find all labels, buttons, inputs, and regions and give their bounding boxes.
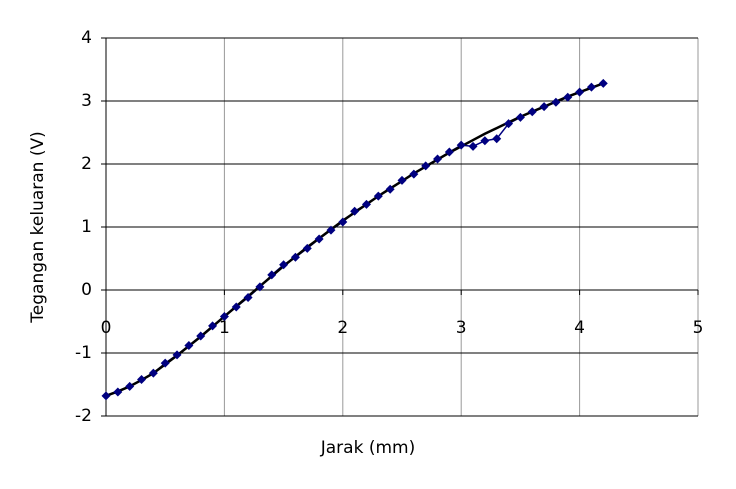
data-point — [160, 358, 170, 368]
data-point — [504, 119, 514, 129]
x-tick-label: 3 — [456, 318, 467, 338]
y-tick-label: 0 — [81, 280, 92, 300]
data-point — [456, 140, 466, 150]
data-point — [208, 321, 218, 331]
data-point — [302, 243, 312, 253]
data-point — [314, 234, 324, 244]
data-point — [338, 217, 348, 227]
data-point — [468, 141, 478, 151]
data-point — [492, 134, 502, 144]
data-point — [350, 206, 360, 216]
y-tick-label: -1 — [75, 343, 92, 363]
y-tick-label: 2 — [81, 154, 92, 174]
data-point — [172, 350, 182, 360]
data-point — [551, 97, 561, 107]
x-tick-label: 1 — [219, 318, 230, 338]
data-point — [326, 225, 336, 235]
data-point — [421, 161, 431, 171]
data-point — [598, 78, 608, 88]
data-point — [433, 154, 443, 164]
data-point — [101, 391, 111, 401]
data-point — [586, 82, 596, 92]
y-axis-title: Tegangan keluaran (V) — [28, 131, 48, 323]
data-point — [385, 184, 395, 194]
data-point — [563, 92, 573, 102]
data-point — [243, 293, 253, 303]
data-point — [409, 169, 419, 179]
data-point — [373, 191, 383, 201]
data-point — [255, 282, 265, 292]
y-tick-label: 1 — [81, 217, 92, 237]
data-point — [575, 87, 585, 97]
data-point — [397, 175, 407, 185]
data-point — [444, 147, 454, 157]
series-line — [105, 82, 604, 398]
data-point — [527, 107, 537, 117]
y-tick-label: -2 — [75, 406, 92, 426]
data-point — [219, 311, 229, 321]
data-point — [125, 381, 135, 391]
data-point — [196, 331, 206, 341]
data-point — [113, 387, 123, 397]
y-tick-label: 4 — [81, 28, 92, 48]
data-point — [480, 136, 490, 146]
data-point — [539, 102, 549, 112]
x-tick-label: 4 — [574, 318, 585, 338]
x-axis-title: Jarak (mm) — [320, 438, 415, 458]
data-point — [137, 374, 147, 384]
data-point — [184, 340, 194, 350]
data-point — [279, 260, 289, 270]
series-line — [105, 82, 604, 397]
x-tick-label: 2 — [337, 318, 348, 338]
y-tick-label: 3 — [81, 91, 92, 111]
data-point — [361, 199, 371, 209]
data-point — [231, 302, 241, 312]
x-tick-label: 5 — [693, 318, 704, 338]
data-point — [515, 112, 525, 122]
data-point — [290, 252, 300, 262]
data-point — [148, 368, 158, 378]
data-point — [267, 270, 277, 280]
